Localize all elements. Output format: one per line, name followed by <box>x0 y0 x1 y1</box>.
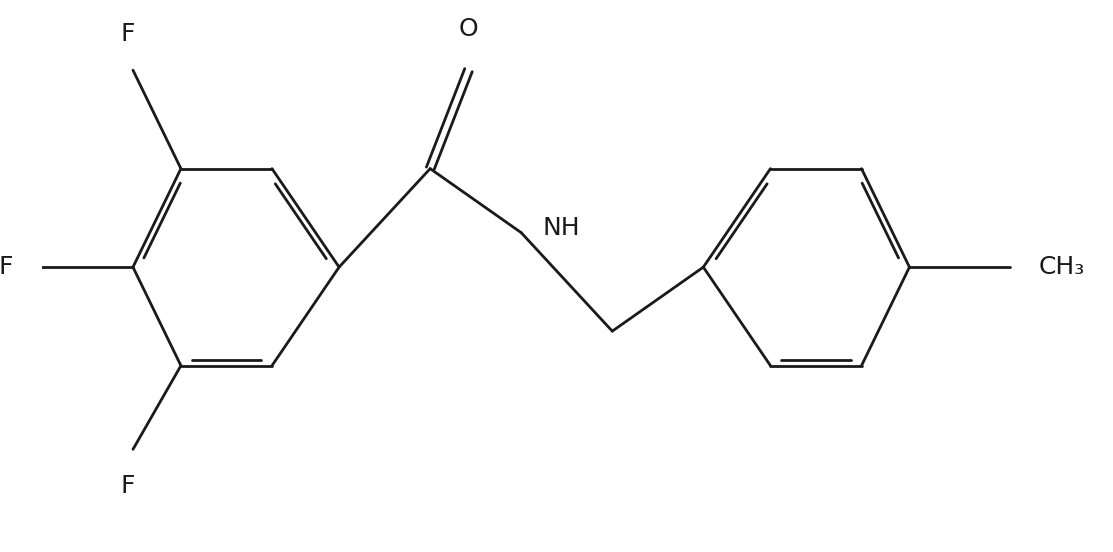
Text: NH: NH <box>542 216 580 240</box>
Text: F: F <box>0 255 13 279</box>
Text: CH₃: CH₃ <box>1038 255 1085 279</box>
Text: O: O <box>459 17 479 41</box>
Text: F: F <box>121 474 136 498</box>
Text: F: F <box>121 22 136 45</box>
